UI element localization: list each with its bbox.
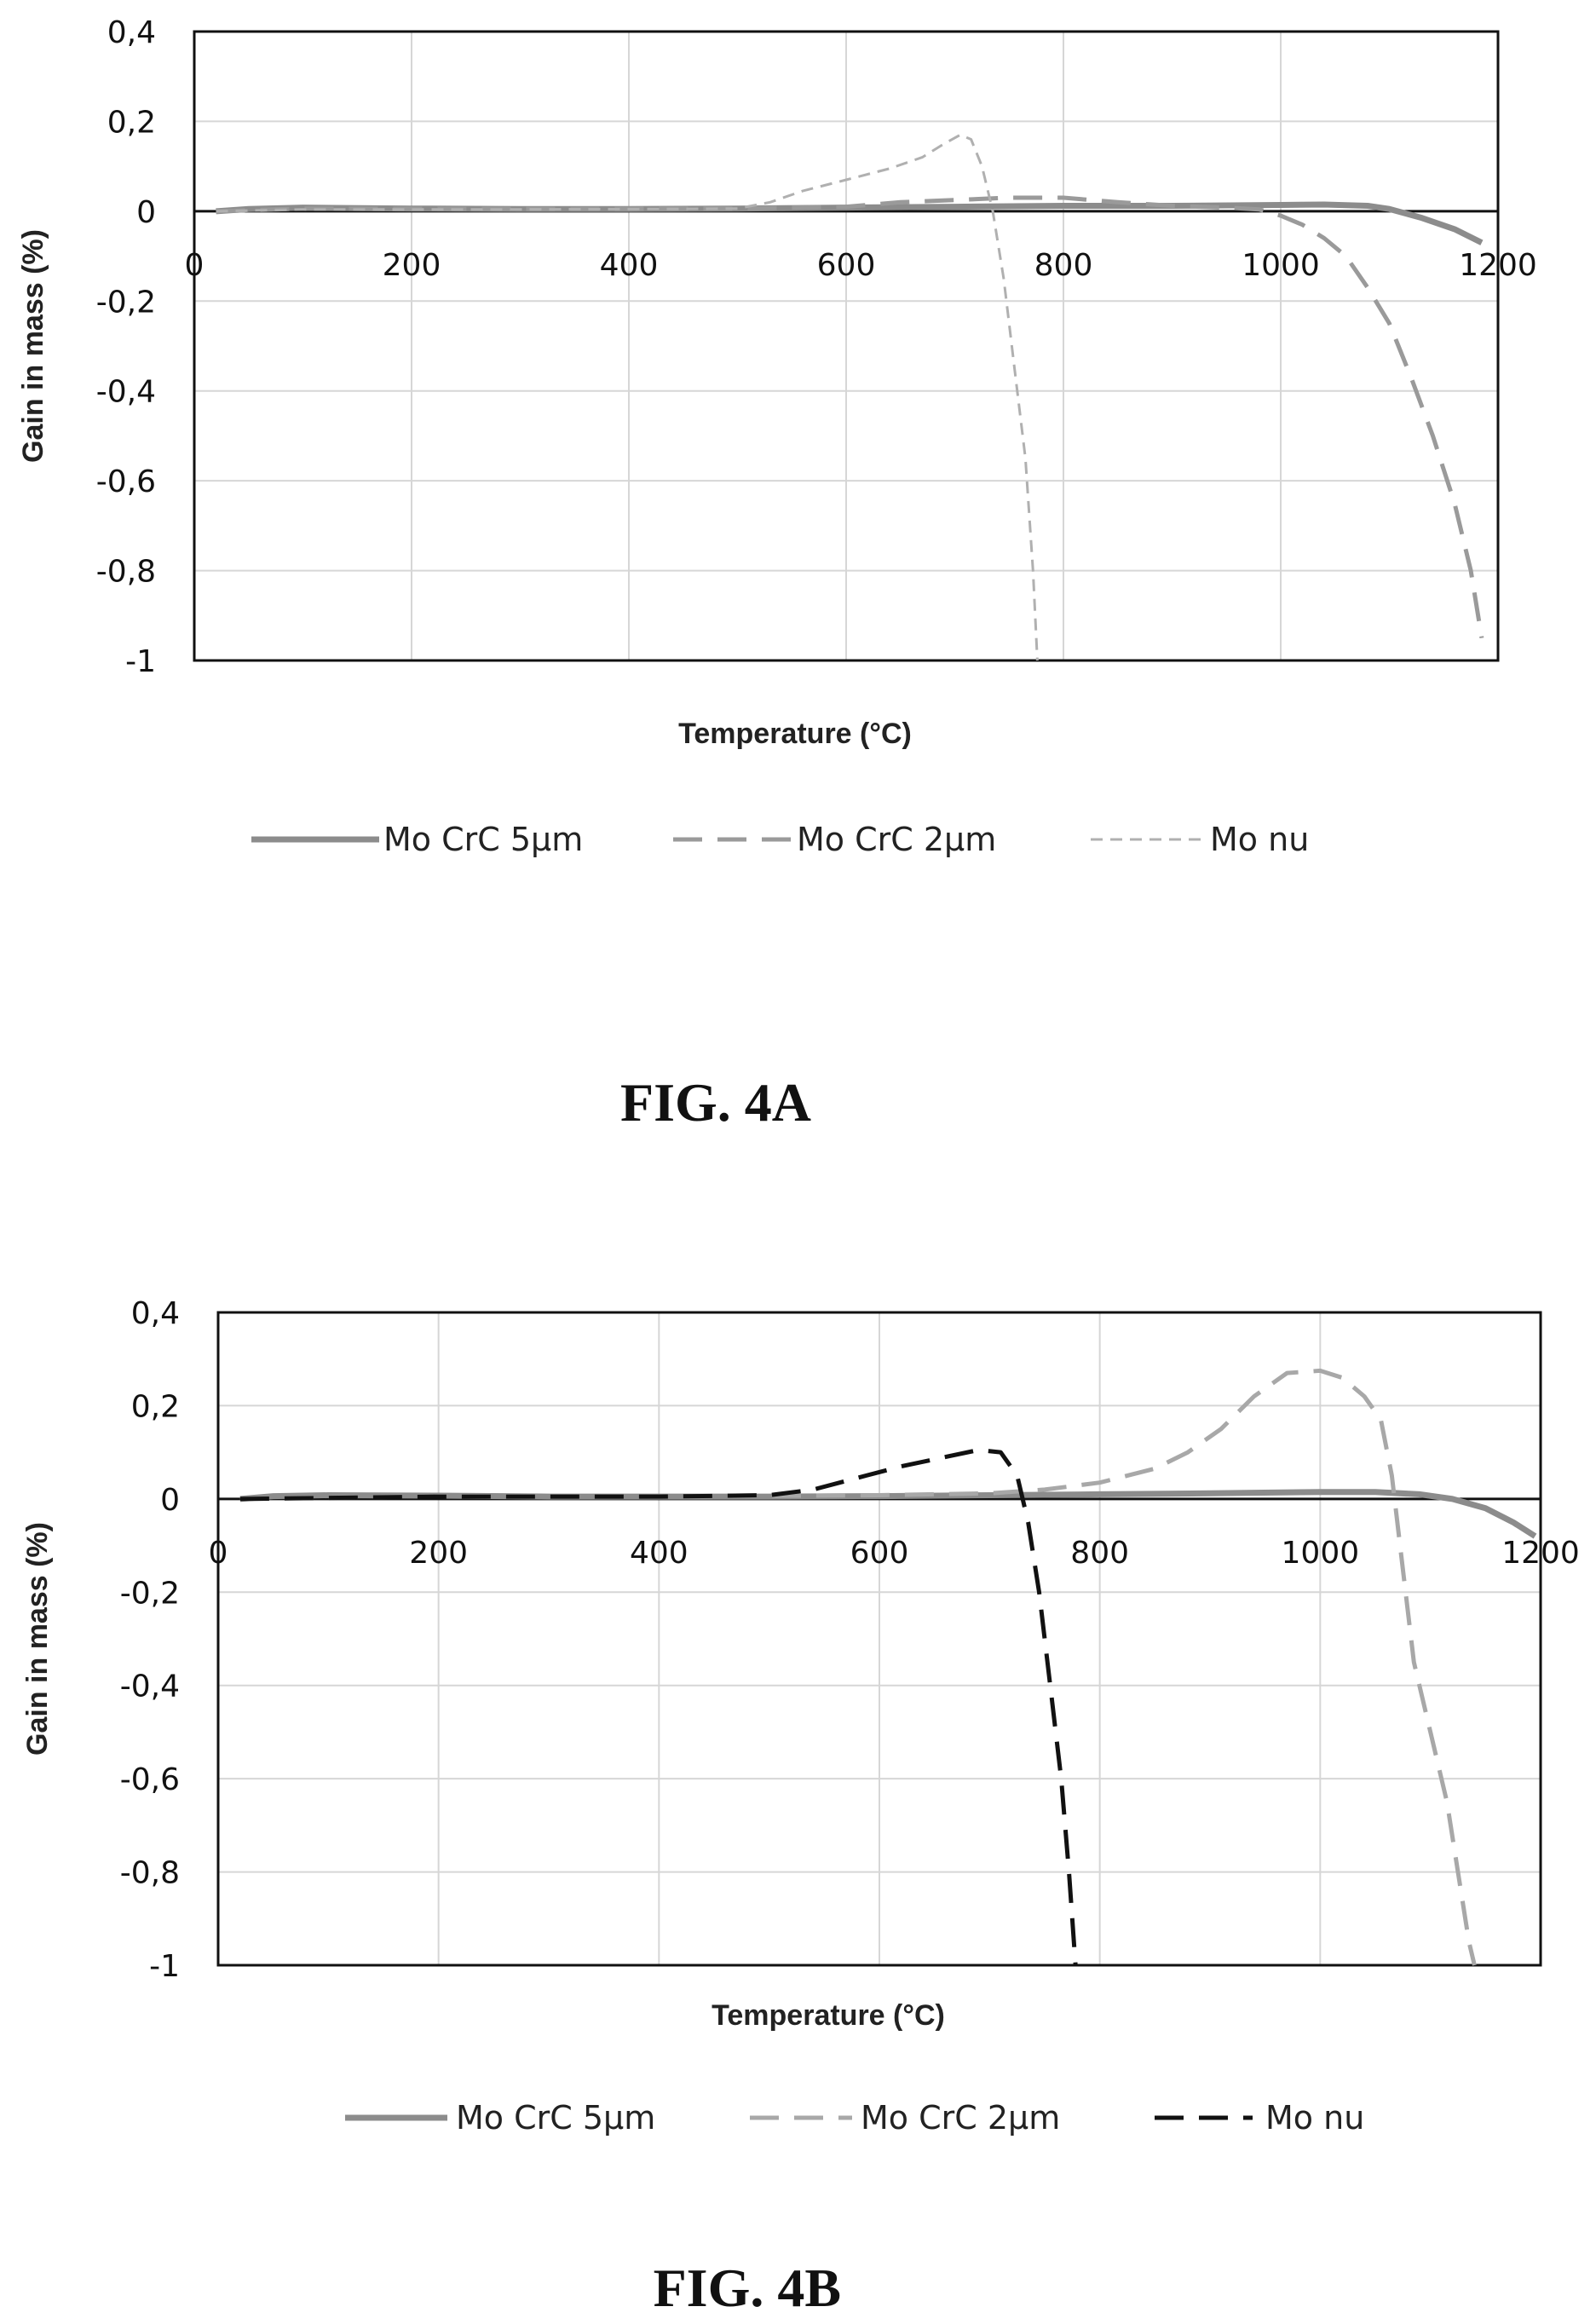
legend-entry-label: Mo nu bbox=[1210, 821, 1309, 858]
series-line bbox=[239, 1368, 1477, 1966]
x-tick-label: 200 bbox=[383, 248, 441, 283]
y-axis-label: Gain in mass (%) bbox=[17, 229, 49, 463]
x-tick-label: 600 bbox=[850, 1536, 909, 1571]
x-tick-label: 1200 bbox=[1459, 248, 1537, 283]
y-tick-label: -0,2 bbox=[120, 1576, 180, 1611]
fig4a-chart: 0,4 0,2 0 -0,2 -0,4 -0,6 -0,8 -1 0 200 400 600 800 10… bbox=[17, 15, 1537, 1133]
plot-area-border bbox=[216, 1311, 1542, 1967]
y-tick-label: 0,4 bbox=[107, 15, 156, 50]
legend-entry-label: Mo nu bbox=[1265, 2099, 1364, 2137]
series-line bbox=[239, 1447, 1078, 1966]
legend-entry-label: Mo CrC 5µm bbox=[383, 821, 583, 858]
figure-caption: FIG. 4A bbox=[620, 1072, 811, 1133]
x-tick-label: 200 bbox=[409, 1536, 468, 1571]
x-tick-label: 1000 bbox=[1242, 248, 1320, 283]
y-tick-label: 0,4 bbox=[131, 1296, 180, 1331]
x-tick-label: 0 bbox=[185, 248, 205, 283]
x-axis-label: Temperature (°C) bbox=[678, 718, 912, 750]
y-tick-label: -0,6 bbox=[96, 464, 156, 499]
y-tick-label: 0 bbox=[160, 1483, 180, 1518]
y-axis-label: Gain in mass (%) bbox=[21, 1522, 54, 1756]
y-tick-label: -1 bbox=[125, 644, 156, 679]
plot-area-border bbox=[193, 30, 1500, 662]
x-axis-label: Temperature (°C) bbox=[712, 1999, 945, 2032]
x-tick-label: 600 bbox=[817, 248, 876, 283]
y-tick-label: 0 bbox=[136, 195, 156, 230]
y-tick-label: -0,2 bbox=[96, 285, 156, 320]
x-tick-label: 1200 bbox=[1501, 1536, 1580, 1571]
x-tick-label: 800 bbox=[1034, 248, 1093, 283]
y-tick-label: -0,8 bbox=[120, 1856, 180, 1891]
y-tick-label: -0,4 bbox=[96, 375, 156, 410]
x-tick-label: 1000 bbox=[1282, 1536, 1360, 1571]
legend-entry-label: Mo CrC 2µm bbox=[861, 2099, 1060, 2137]
x-tick-label: 0 bbox=[209, 1536, 228, 1571]
legend-entry-label: Mo CrC 5µm bbox=[456, 2099, 655, 2137]
legend-entry-label: Mo CrC 2µm bbox=[797, 821, 996, 858]
y-tick-label: -0,8 bbox=[96, 555, 156, 590]
y-tick-label: -1 bbox=[149, 1949, 180, 1984]
figure-caption: FIG. 4B bbox=[654, 2258, 841, 2318]
x-tick-label: 400 bbox=[630, 1536, 689, 1571]
x-tick-label: 400 bbox=[600, 248, 659, 283]
y-tick-label: 0,2 bbox=[131, 1389, 180, 1424]
series-line bbox=[216, 133, 1039, 661]
x-tick-label: 800 bbox=[1070, 1536, 1129, 1571]
fig4b-chart: 0,4 0,2 0 -0,2 -0,4 -0,6 -0,8 -1 0 200 400 600 800 10… bbox=[21, 1296, 1580, 2318]
y-tick-label: 0,2 bbox=[107, 105, 156, 140]
y-tick-label: -0,6 bbox=[120, 1762, 180, 1797]
y-tick-label: -0,4 bbox=[120, 1669, 180, 1704]
series-line bbox=[216, 195, 1484, 638]
